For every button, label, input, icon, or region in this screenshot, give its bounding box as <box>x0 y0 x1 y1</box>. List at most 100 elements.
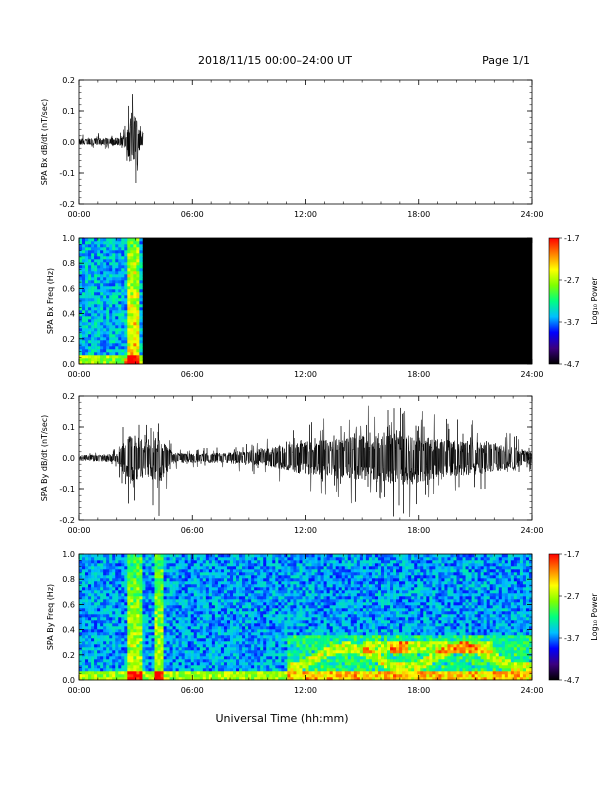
spectrogram-cell <box>272 626 276 630</box>
spectrogram-cell <box>148 596 152 600</box>
spectrogram-cell <box>214 617 219 621</box>
spectrogram-cell <box>151 608 155 612</box>
spectrogram-cell <box>163 572 167 576</box>
spectrogram-cell <box>317 677 321 681</box>
spectrogram-cell <box>251 629 255 633</box>
spectrogram-cell <box>118 656 122 660</box>
spectrogram-cells <box>79 238 532 365</box>
spectrogram-cell <box>85 337 89 341</box>
spectrogram-cell <box>272 560 276 564</box>
spectrogram-cell <box>329 662 333 666</box>
spectrogram-cell <box>172 674 176 678</box>
spectrogram-cell <box>82 340 86 344</box>
spectrogram-cell <box>85 617 89 621</box>
spectrogram-cell <box>175 626 179 630</box>
spectrogram-cell <box>79 677 83 681</box>
spectrogram-cell <box>136 313 140 317</box>
spectrogram-cell <box>332 665 336 669</box>
spectrogram-cell <box>226 668 231 672</box>
spectrogram-cell <box>230 647 234 651</box>
spectrogram-cell <box>154 611 158 615</box>
spectrogram-cell <box>106 587 110 591</box>
spectrogram-cell <box>139 596 143 600</box>
spectrogram-cell <box>94 334 98 338</box>
spectrogram-cell <box>136 617 140 621</box>
spectrogram-cell <box>293 617 297 621</box>
spectrogram-cell <box>338 563 343 567</box>
spectrogram-cell <box>263 557 267 561</box>
spectrogram-cell <box>109 617 113 621</box>
spectrogram-cell <box>335 668 340 672</box>
spectrogram-cell <box>115 641 119 645</box>
spectrogram-cell <box>302 560 306 564</box>
spectrogram-cell <box>121 328 125 332</box>
spectrogram-cell <box>178 566 182 570</box>
spectrogram-cell <box>112 557 116 561</box>
spectrogram-cell <box>163 674 167 678</box>
spectrogram-cell <box>251 632 255 636</box>
colorbar-label: Log₁₀ Power <box>590 277 599 325</box>
spectrogram-cell <box>184 623 189 627</box>
spectrogram-cell <box>118 554 122 558</box>
spectrogram-cell <box>251 623 255 627</box>
spectrogram-cell <box>202 665 207 669</box>
spectrogram-cell <box>88 295 92 299</box>
spectrogram-cell <box>136 352 140 356</box>
spectrogram-cell <box>136 325 140 329</box>
spectrogram-cell <box>115 247 119 251</box>
spectrogram-cell <box>97 259 101 263</box>
spectrogram-cell <box>287 575 291 579</box>
spectrogram-cell <box>85 566 89 570</box>
spectrogram-cell <box>163 629 167 633</box>
spectrogram-cell <box>302 641 306 645</box>
spectrogram-cell <box>145 641 149 645</box>
spectrogram-cell <box>208 569 213 573</box>
spectrogram-cell <box>133 578 137 582</box>
spectrogram-cell <box>260 611 264 615</box>
spectrogram-cell <box>136 274 140 278</box>
spectrogram-cell <box>127 298 131 302</box>
spectrogram-cell <box>266 575 270 579</box>
spectrogram-cell <box>85 349 89 353</box>
spectrogram-cell <box>118 641 122 645</box>
spectrogram-cell <box>157 584 161 588</box>
spectrogram-cell <box>124 304 128 308</box>
spectrogram-cell <box>248 611 252 615</box>
spectrogram-cell <box>220 596 225 600</box>
spectrogram-cell <box>341 593 346 597</box>
spectrogram-cell <box>196 590 201 594</box>
spectrogram-cell <box>293 575 297 579</box>
spectrogram-cell <box>115 250 119 254</box>
spectrogram-cell <box>91 602 95 606</box>
spectrogram-cell <box>202 593 207 597</box>
spectrogram-cell <box>103 581 107 585</box>
spectrogram-cell <box>245 632 249 636</box>
spectrogram-cell <box>196 596 201 600</box>
spectrogram-cell <box>181 602 185 606</box>
spectrogram-cell <box>269 668 273 672</box>
spectrogram-cell <box>121 641 125 645</box>
spectrogram-cell <box>257 677 261 681</box>
spectrogram-cell <box>199 608 204 612</box>
spectrogram-cell <box>127 271 131 275</box>
spectrogram-cell <box>338 611 343 615</box>
spectrogram-cell <box>169 563 173 567</box>
spectrogram-cell <box>172 611 176 615</box>
spectrogram-cell <box>233 665 237 669</box>
x-tick-label: 12:00 <box>294 370 317 379</box>
spectrogram-cell <box>311 620 315 624</box>
spectrogram-cell <box>248 581 252 585</box>
spectrogram-cell <box>272 557 276 561</box>
spectrogram-cell <box>332 572 336 576</box>
spectrogram-cell <box>233 608 237 612</box>
spectrogram-cell <box>214 563 219 567</box>
spectrogram-cell <box>190 602 195 606</box>
spectrogram-cell <box>323 641 327 645</box>
spectrogram-cell <box>347 674 352 678</box>
spectrogram-cell <box>175 638 179 642</box>
spectrogram-cell <box>329 584 333 588</box>
spectrogram-cell <box>151 563 155 567</box>
spectrogram-cell <box>97 352 101 356</box>
spectrogram-cell <box>178 662 182 666</box>
spectrogram-cell <box>118 596 122 600</box>
